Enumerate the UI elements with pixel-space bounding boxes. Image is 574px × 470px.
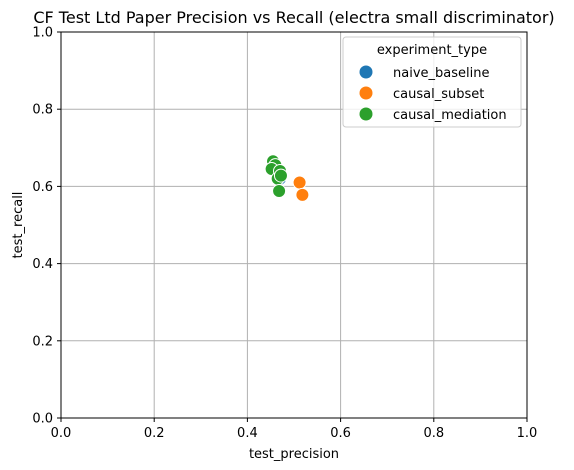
causal-subset-point [292,175,307,190]
axis-ticks: 0.0 0.2 0.4 0.6 0.8 1.0 0.0 0.2 0.4 0.6 0.8 1.0 [32,26,537,442]
x-tick-label: 0.6 [330,426,351,441]
x-axis-label: test_precision [249,447,339,462]
legend-marker-causal-mediation [359,107,373,121]
y-tick-label: 0.8 [32,103,53,118]
causal-mediation-point [273,168,288,183]
y-tick-label: 0.2 [32,334,53,349]
chart-title: CF Test Ltd Paper Precision vs Recall (e… [33,8,554,27]
x-tick-label: 0.8 [423,426,444,441]
x-tick-label: 0.0 [51,426,72,441]
causal-mediation-point [272,184,287,199]
data-points [264,154,310,202]
y-tick-label: 0.6 [32,180,53,195]
x-tick-label: 1.0 [517,426,538,441]
causal-subset-point [295,187,310,202]
legend-box [342,36,522,128]
y-tick-label: 1.0 [32,26,53,41]
legend-title: experiment_type [377,43,487,58]
legend-label-causal-subset: causal_subset [393,87,484,102]
legend-marker-naive-baseline [359,65,373,79]
legend-label-naive-baseline: naive_baseline [393,66,489,81]
x-tick-label: 0.2 [144,426,165,441]
legend: experiment_type naive_baseline causal_sub… [342,36,522,128]
plot-area-frame [60,31,528,419]
y-tick-label: 0.0 [32,412,53,427]
x-tick-label: 0.4 [237,426,258,441]
legend-label-causal-mediation: causal_mediation [393,108,507,123]
y-tick-label: 0.4 [32,257,53,272]
y-axis-label: test_recall [11,192,26,259]
legend-marker-causal-subset [359,86,373,100]
